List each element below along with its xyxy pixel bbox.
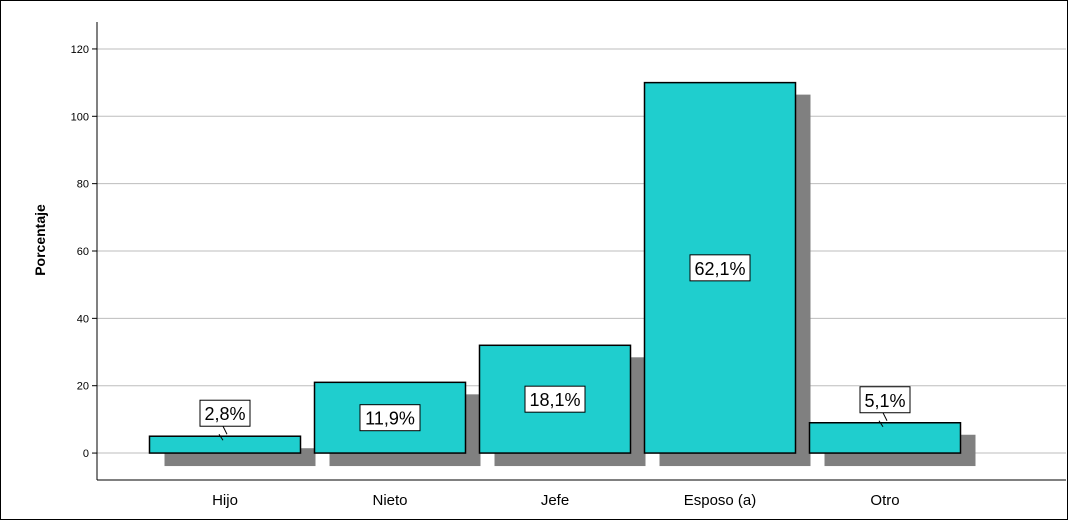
x-tick-label: Hijo [212, 492, 238, 509]
x-tick-label: Jefe [541, 492, 569, 509]
y-tick-label: 60 [77, 246, 89, 258]
bar [148, 435, 302, 454]
y-axis-title: Porcentaje [32, 204, 48, 276]
data-label: 62,1% [689, 254, 751, 282]
y-tick-label: 100 [71, 111, 89, 123]
bar [808, 422, 962, 454]
y-tick-label: 80 [77, 179, 89, 191]
y-tick-label: 20 [77, 381, 89, 393]
data-label: 11,9% [359, 404, 421, 432]
x-tick-label: Esposo (a) [684, 492, 757, 509]
data-label-box [524, 385, 586, 413]
data-label: 2,8% [199, 399, 251, 441]
x-tick-label: Otro [870, 492, 899, 509]
data-label-text: 5,1% [864, 391, 905, 411]
data-label-box [859, 386, 911, 414]
data-label-leader [882, 412, 888, 421]
data-label-box [199, 399, 251, 427]
data-label-leader [878, 420, 884, 428]
y-tick-label: 0 [83, 448, 89, 460]
y-tick-label: 40 [77, 313, 89, 325]
x-axis: Hijo Nieto Jefe Esposo (a) Otro [97, 479, 1066, 509]
y-tick-label: 120 [71, 44, 89, 56]
x-tick-label: Nieto [372, 492, 407, 509]
data-label-text: 62,1% [694, 259, 745, 279]
data-label-leader [218, 433, 224, 441]
data-label-text: 2,8% [204, 404, 245, 424]
data-label: 5,1% [859, 386, 911, 428]
data-label-text: 11,9% [365, 409, 415, 429]
y-axis: 0 20 40 60 80 100 120 [71, 22, 98, 480]
data-label-box [359, 404, 421, 432]
data-label-text: 18,1% [529, 390, 580, 410]
data-labels: 2,8% 11,9% 18,1% 62,1% 5,1% [199, 254, 911, 441]
data-label-leader [222, 425, 228, 435]
data-label-box [689, 254, 751, 282]
data-label: 18,1% [524, 385, 586, 413]
